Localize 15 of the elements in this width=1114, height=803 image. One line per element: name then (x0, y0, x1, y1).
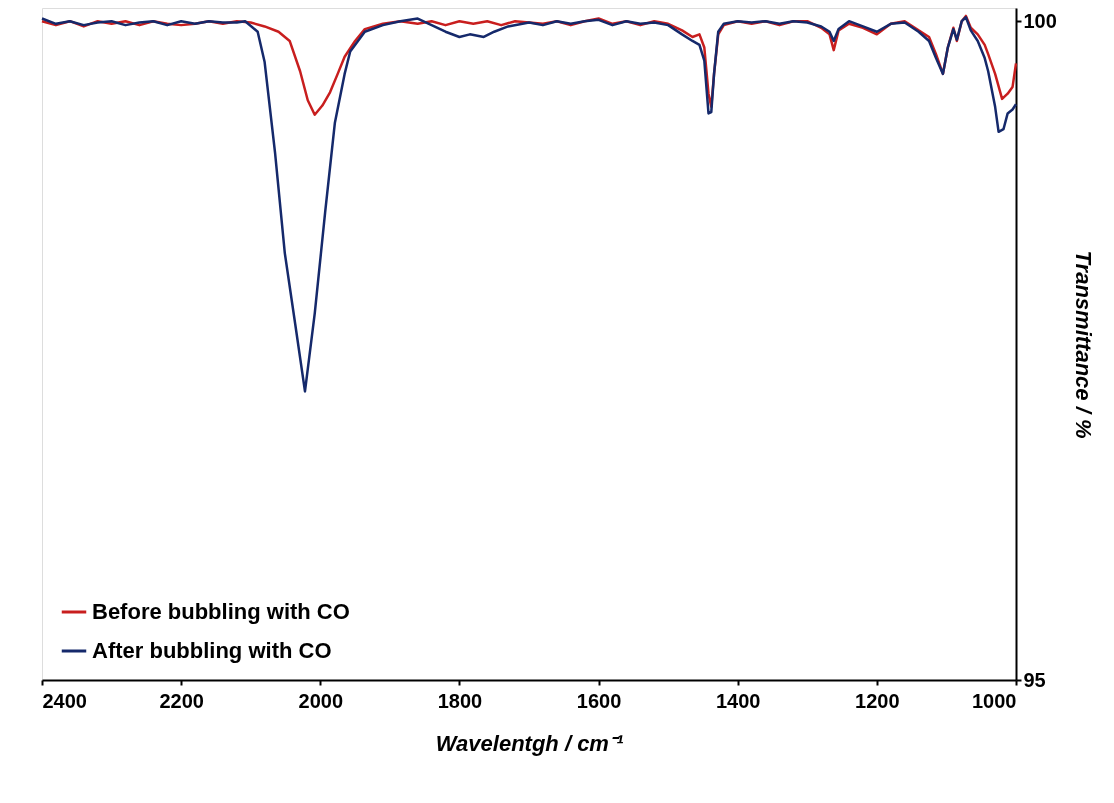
legend-label: Before bubbling with CO (92, 599, 350, 624)
y-tick-label: 95 (1023, 668, 1046, 691)
x-tick-label: 2200 (159, 689, 204, 712)
x-tick-label: 2000 (298, 689, 344, 712)
line-series (40, 15, 1018, 393)
y-tick-label: 100 (1023, 9, 1057, 32)
y-axis-title: Transmittance / % (1070, 250, 1096, 439)
legend-label: After bubbling with CO (92, 638, 332, 663)
x-tick-label: 1600 (576, 689, 622, 712)
x-axis-title: Wavelentgh / cm⁻¹ (435, 730, 624, 756)
x-tick-label: 1400 (715, 689, 761, 712)
x-tick-label: 1800 (437, 689, 483, 712)
x-tick-label: 1200 (855, 689, 900, 712)
x-tick-label: 1000 (972, 689, 1017, 712)
x-tick-label: 2400 (42, 689, 87, 712)
